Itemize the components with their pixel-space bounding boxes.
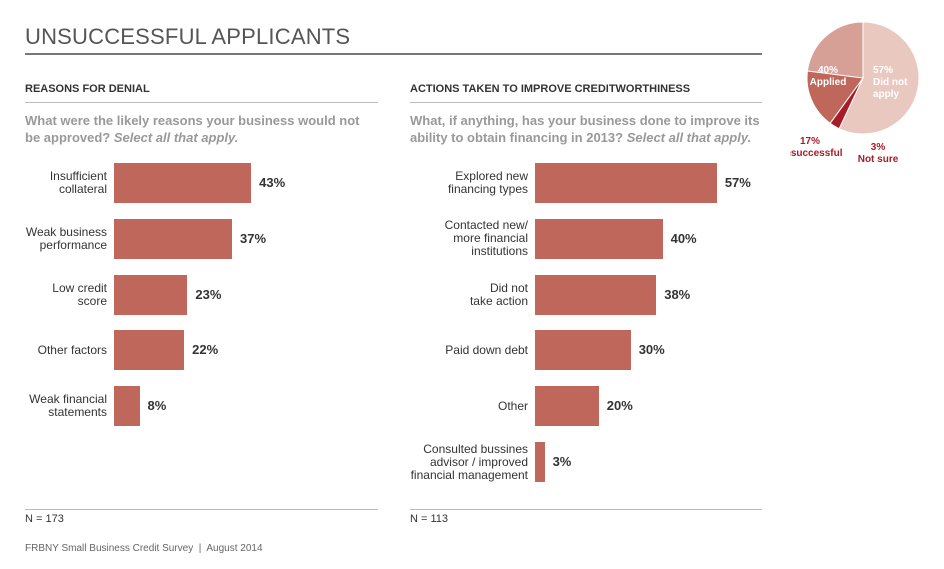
title-rule <box>25 53 762 55</box>
category-label: Weak financial statements <box>29 392 107 420</box>
value-label: 3% <box>552 454 572 469</box>
value-label: 43% <box>259 175 286 190</box>
bottom-rule <box>25 509 378 510</box>
question-emphasis: Select all that apply. <box>626 130 752 145</box>
bar <box>114 330 185 371</box>
pie-slice <box>806 70 864 125</box>
value-label: 40% <box>670 230 697 246</box>
question: What, if anything, has your business don… <box>410 112 762 146</box>
question-text: What were the likely reasons your busine… <box>25 113 360 145</box>
bar <box>535 274 657 315</box>
bar <box>114 163 252 203</box>
section-rule <box>25 102 378 103</box>
category-label: Other factors <box>37 342 107 357</box>
bar <box>535 330 631 371</box>
pie-category-label: Not sure <box>858 154 899 165</box>
pie-category-label: Applied <box>810 77 847 88</box>
category-label: Weak business performance <box>25 224 107 252</box>
category-label: Explored new financing types <box>447 169 528 196</box>
category-label: Did not take action <box>469 280 528 308</box>
bar <box>535 218 663 259</box>
bar <box>114 218 233 259</box>
pie-category-label: Did not <box>873 77 908 88</box>
pie-value-label: 17% <box>800 136 820 147</box>
value-label: 22% <box>192 342 219 358</box>
value-label: 23% <box>195 286 222 302</box>
category-label: Contacted new/ more financial institutio… <box>444 218 528 259</box>
bar <box>535 442 545 482</box>
value-label: 8% <box>147 398 167 414</box>
question-emphasis: Select all that apply. <box>113 130 239 145</box>
category-label: Paid down debt <box>445 342 528 357</box>
value-label: 38% <box>664 286 691 302</box>
section-title: REASONS FOR DENIAL <box>25 83 150 95</box>
bar <box>535 163 717 203</box>
category-label: Insufficient collateral <box>49 169 107 196</box>
page-title: UNSUCCESSFUL APPLICANTS <box>25 24 351 49</box>
pie-slice <box>838 21 920 135</box>
category-label: Consulted bussines advisor / improved fi… <box>410 441 528 482</box>
pie-value-label: 57% <box>873 65 893 76</box>
sample-size: N = 173 <box>25 513 64 525</box>
section-rule <box>410 102 762 103</box>
section-title: ACTIONS TAKEN TO IMPROVE CREDITWORTHINES… <box>410 83 691 95</box>
pie-value-label: 40% <box>818 65 838 76</box>
question: What were the likely reasons your busine… <box>25 112 378 146</box>
pie-category-label: apply <box>873 89 900 100</box>
bar <box>114 274 188 315</box>
value-label: 37% <box>240 230 267 246</box>
source: FRBNY Small Business Credit Survey | Aug… <box>25 543 263 554</box>
bar <box>535 386 599 427</box>
pie-value-label: 3% <box>871 142 886 153</box>
value-label: 30% <box>638 342 665 358</box>
pie-category-label: Unsuccessful <box>790 148 843 159</box>
category-label: Other <box>497 398 528 413</box>
question-text: What, if anything, has your business don… <box>410 113 760 145</box>
category-label: Low credit score <box>52 280 107 308</box>
value-label: 20% <box>606 398 633 414</box>
sample-size: N = 113 <box>410 513 449 525</box>
bar <box>114 386 140 427</box>
value-label: 57% <box>724 175 751 190</box>
bottom-rule <box>410 509 762 510</box>
